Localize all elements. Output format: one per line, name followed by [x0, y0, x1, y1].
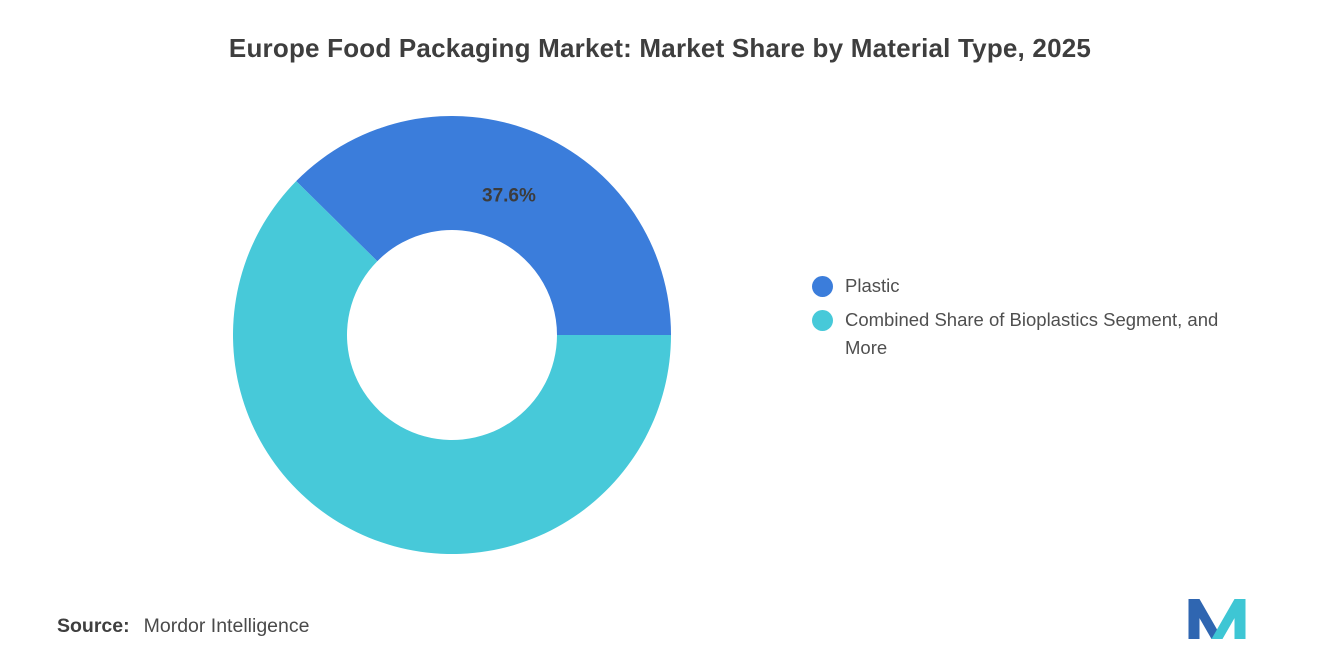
legend-item-plastic: Plastic: [812, 272, 1265, 300]
legend-marker-bioplastics: [812, 310, 833, 331]
donut-slice-plastic: [296, 116, 671, 335]
mordor-intelligence-logo: [1188, 599, 1246, 639]
logo-left-diagonal: [1188, 599, 1223, 639]
chart-title: Europe Food Packaging Market: Market Sha…: [228, 33, 1092, 63]
source-note: Source: Mordor Intelligence: [57, 615, 309, 638]
donut-slice-combined-share-of-bioplastics-segment-and-more: [233, 181, 671, 554]
source-value: Mordor Intelligence: [143, 615, 310, 637]
source-label: Source:: [57, 615, 130, 637]
logo-right-bar: [1234, 599, 1246, 639]
legend-marker-plastic: [812, 276, 833, 297]
legend-item-bioplastics: Combined Share of Bioplastics Segment, a…: [812, 306, 1265, 362]
legend-label-plastic: Plastic: [845, 275, 900, 296]
chart-legend: Plastic Combined Share of Bioplastics Se…: [812, 272, 1265, 362]
donut-chart: 37.6%: [233, 116, 671, 554]
donut-slice-data-label: 37.6%: [482, 186, 536, 207]
legend-label-bioplastics: Combined Share of Bioplastics Segment, a…: [845, 309, 1219, 358]
